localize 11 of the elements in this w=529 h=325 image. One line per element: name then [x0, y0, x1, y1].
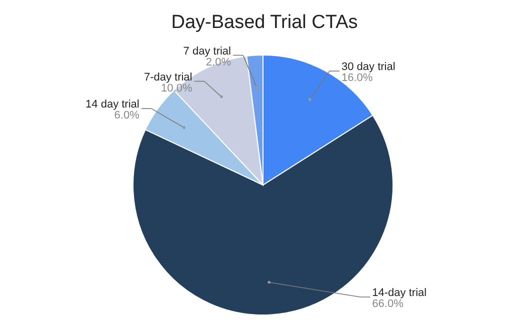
- data-label: 16.0%: [341, 72, 373, 84]
- data-label: 66.0%: [372, 298, 404, 310]
- slice-label: 14 day trial: [86, 98, 140, 111]
- data-label: 10.0%: [161, 82, 192, 94]
- slice-label: 30 day trial: [341, 61, 396, 74]
- slice-label: 7-day trial: [144, 71, 192, 84]
- slice-label: 14-day trial: [372, 287, 427, 299]
- data-label: 2.0%: [206, 56, 232, 68]
- data-label: 6.0%: [114, 110, 140, 122]
- slice-label: 7 day trial: [183, 45, 231, 58]
- chart-title: Day-Based Trial CTAs: [171, 12, 358, 33]
